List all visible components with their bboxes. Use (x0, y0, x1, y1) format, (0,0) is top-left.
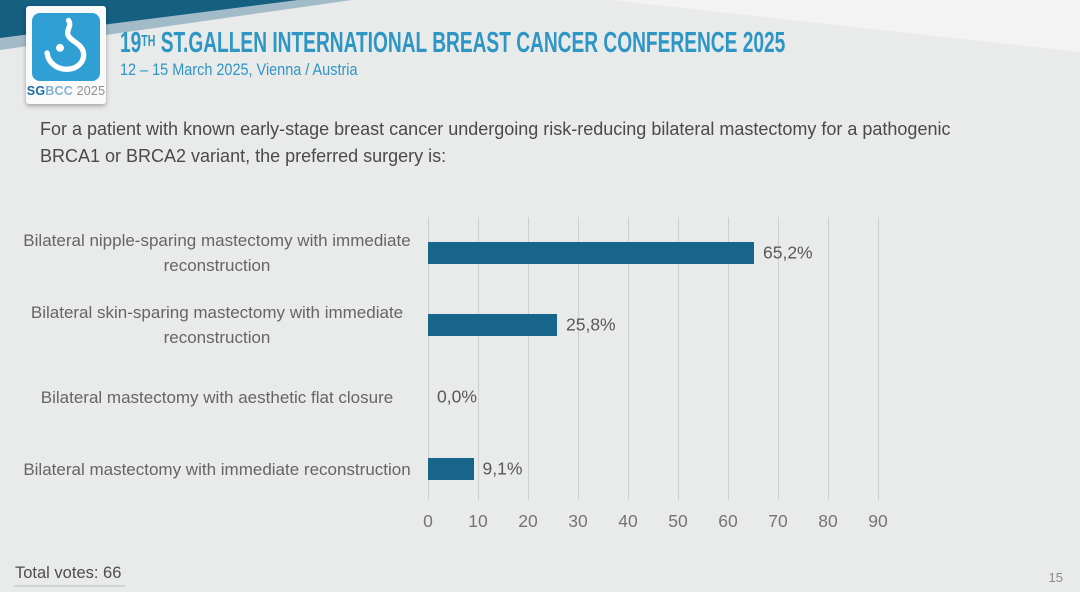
logo-wordmark: SGBCC 2025 (27, 84, 105, 98)
value-label: 65,2% (763, 242, 813, 263)
x-tick-label: 50 (668, 511, 688, 531)
logo-sg: SG (26, 84, 46, 98)
value-label: 25,8% (566, 314, 616, 335)
x-tick-label: 0 (423, 511, 433, 531)
gridline (728, 217, 729, 500)
logo-year: 2025 (72, 84, 106, 98)
page-number: 15 (1048, 570, 1063, 585)
title-number: 19 (120, 27, 142, 59)
total-votes: Total votes: 66 (14, 564, 126, 587)
gridline (578, 217, 579, 500)
gridline (828, 217, 829, 500)
gridline (678, 217, 679, 500)
gridline (428, 217, 429, 500)
category-label: Bilateral skin-sparing mastectomy with i… (30, 303, 404, 347)
bar (428, 458, 474, 480)
gridline (478, 217, 479, 500)
category-label: Bilateral mastectomy with aesthetic flat… (40, 387, 394, 407)
gridline (628, 217, 629, 500)
x-axis: 0 10 20 30 40 50 60 70 80 90 (423, 511, 888, 537)
x-tick-label: 10 (468, 511, 488, 531)
value-label: 9,1% (482, 458, 523, 479)
header: 19TH ST.GALLEN INTERNATIONAL BREAST CANC… (120, 26, 1080, 80)
breast-logo-icon (32, 13, 100, 81)
x-tick-label: 20 (518, 511, 538, 531)
value-label: 0,0% (437, 386, 477, 407)
x-tick-label: 80 (818, 511, 838, 531)
poll-question: For a patient with known early-stage bre… (40, 119, 951, 166)
sgbcc-logo: SGBCC 2025 (26, 6, 106, 104)
conference-date-location: 12 – 15 March 2025, Vienna / Austria (120, 60, 358, 79)
category-label: Bilateral mastectomy with immediate reco… (23, 459, 411, 479)
gridline (878, 217, 879, 500)
title-text: ST.GALLEN INTERNATIONAL BREAST CANCER CO… (155, 27, 786, 59)
plot-area: 65,2% 25,8% 0,0% 9,1% (428, 217, 879, 505)
x-tick-label: 40 (618, 511, 638, 531)
bar (428, 242, 754, 264)
gridline (528, 217, 529, 500)
title-ordinal: TH (141, 33, 156, 50)
gridline (778, 217, 779, 500)
conference-title: 19TH ST.GALLEN INTERNATIONAL BREAST CANC… (120, 26, 785, 59)
bar (428, 314, 557, 336)
logo-bcc: BCC (45, 84, 73, 98)
category-labels: Bilateral nipple-sparing mastectomy with… (18, 217, 416, 505)
x-tick-label: 70 (768, 511, 788, 531)
category-label: Bilateral nipple-sparing mastectomy with… (23, 231, 411, 275)
x-tick-label: 90 (868, 511, 888, 531)
x-tick-label: 30 (568, 511, 588, 531)
x-tick-label: 60 (718, 511, 738, 531)
